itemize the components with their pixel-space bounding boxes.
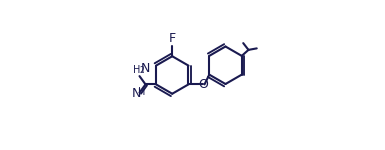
Text: N: N bbox=[132, 87, 142, 100]
Text: N: N bbox=[141, 62, 150, 75]
Text: O: O bbox=[198, 78, 208, 91]
Text: F: F bbox=[169, 32, 176, 45]
Text: H: H bbox=[133, 65, 140, 75]
Text: 2: 2 bbox=[139, 66, 144, 75]
Text: H: H bbox=[138, 87, 146, 97]
